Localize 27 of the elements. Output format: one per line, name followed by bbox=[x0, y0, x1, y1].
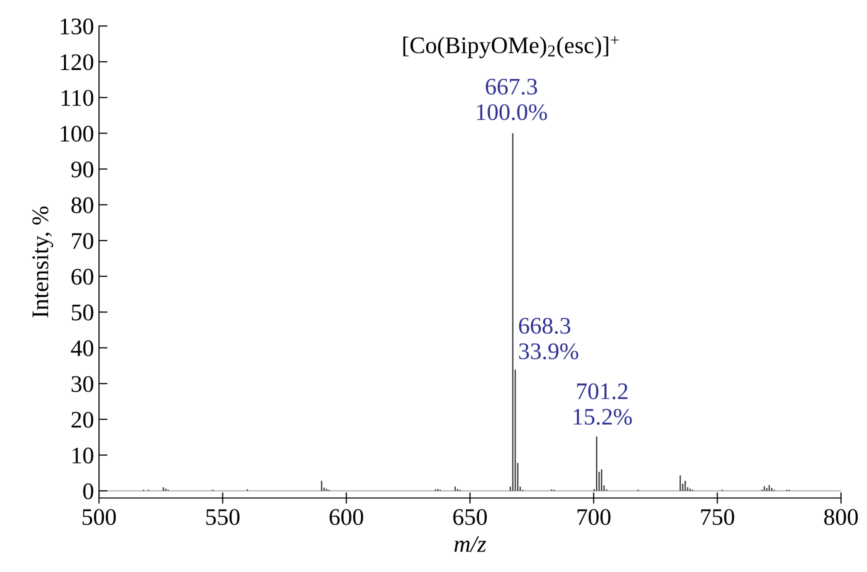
x-tick-label: 650 bbox=[453, 509, 487, 526]
y-tick-label: 60 bbox=[72, 268, 94, 285]
x-tick-label: 500 bbox=[82, 509, 116, 526]
annotation: 667.3 100.0% bbox=[477, 78, 547, 120]
annotation: 668.3 33.9% bbox=[519, 318, 578, 360]
y-tick-label: 50 bbox=[72, 304, 94, 320]
y-axis-title: Intensity, % bbox=[32, 206, 54, 318]
y-tick-label: 80 bbox=[71, 197, 94, 214]
x-tick-label: 550 bbox=[206, 509, 240, 526]
y-tick-label: 100 bbox=[60, 126, 94, 142]
annotation: [Co(BipyOMe)$_{2}$(esc)]$^{+}$ bbox=[403, 36, 619, 58]
x-tick-label: 600 bbox=[330, 509, 364, 526]
x-tick-label: 700 bbox=[578, 509, 610, 526]
y-tick-label: 30 bbox=[72, 376, 94, 392]
x-tick-label: 750 bbox=[701, 509, 734, 526]
y-tick-label: 10 bbox=[72, 448, 94, 464]
y-tick-label: 20 bbox=[72, 412, 94, 428]
y-tick-label: 90 bbox=[71, 162, 94, 178]
y-tick-label: 130 bbox=[60, 18, 94, 34]
y-tick-label: 70 bbox=[72, 233, 94, 249]
y-tick-label: 0 bbox=[83, 483, 94, 500]
y-tick-label: 120 bbox=[60, 54, 94, 70]
x-tick-label: 800 bbox=[824, 509, 858, 526]
y-tick-label: 40 bbox=[70, 340, 94, 356]
y-tick-label: 110 bbox=[62, 90, 94, 106]
annotation: 701.2 15.2% bbox=[574, 383, 632, 425]
x-axis-title: m/z bbox=[454, 536, 486, 552]
